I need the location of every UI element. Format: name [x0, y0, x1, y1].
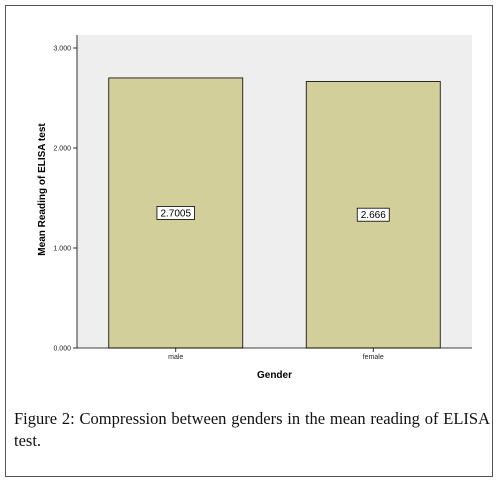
y-tick-label: 1.000	[53, 246, 71, 253]
caption-label: Figure 2:	[14, 409, 75, 428]
x-tick-label: male	[168, 354, 183, 361]
data-label: 2.7005	[160, 208, 191, 219]
y-axis-ticks: 0.000 1.000 2.000 3.000	[53, 46, 77, 353]
caption-text: Compression between genders in the mean …	[14, 409, 490, 450]
y-tick-label: 3.000	[53, 46, 71, 53]
figure-caption: Figure 2: Compression between genders in…	[14, 408, 490, 452]
data-label-box	[156, 206, 195, 220]
data-label-box	[356, 207, 390, 222]
y-axis-title: Mean Reading of ELISA test	[37, 123, 48, 256]
y-tick-label: 2.000	[53, 146, 71, 153]
bar-chart: 0.000 1.000 2.000 3.000 2.7005 2.666 male fem…	[37, 35, 472, 381]
x-axis-ticks: male female	[168, 348, 384, 361]
x-axis-title: Gender	[257, 370, 292, 381]
x-tick-label: female	[363, 354, 384, 361]
data-label: 2.666	[361, 210, 386, 221]
y-tick-label: 0.000	[53, 346, 71, 353]
bars: 2.7005 2.666	[108, 77, 441, 349]
